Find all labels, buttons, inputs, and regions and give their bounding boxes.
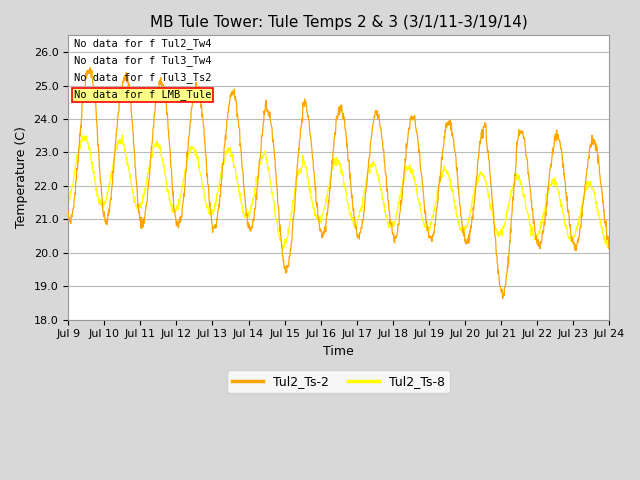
Legend: Tul2_Ts-2, Tul2_Ts-8: Tul2_Ts-2, Tul2_Ts-8: [227, 370, 451, 393]
Title: MB Tule Tower: Tule Temps 2 & 3 (3/1/11-3/19/14): MB Tule Tower: Tule Temps 2 & 3 (3/1/11-…: [150, 15, 527, 30]
X-axis label: Time: Time: [323, 345, 354, 358]
Y-axis label: Temperature (C): Temperature (C): [15, 127, 28, 228]
Text: No data for f Tul3_Ts2: No data for f Tul3_Ts2: [74, 72, 211, 83]
Text: No data for f Tul2_Tw4: No data for f Tul2_Tw4: [74, 38, 211, 49]
Text: No data for f Tul3_Tw4: No data for f Tul3_Tw4: [74, 55, 211, 66]
Text: No data for f LMB_Tule: No data for f LMB_Tule: [74, 89, 211, 100]
